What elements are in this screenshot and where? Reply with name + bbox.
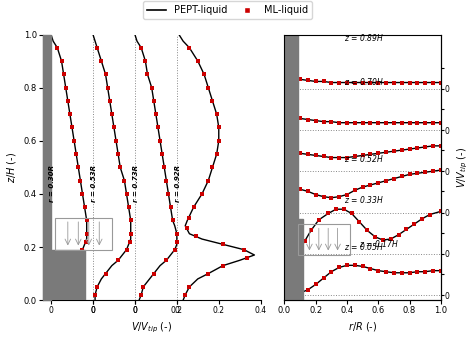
Text: z = 0.17$H$: z = 0.17$H$	[359, 238, 399, 249]
Text: r = 0.92R: r = 0.92R	[175, 165, 181, 202]
X-axis label: $r/R$ (-): $r/R$ (-)	[348, 320, 377, 333]
Text: z = 0.05$H$: z = 0.05$H$	[344, 241, 383, 252]
Text: z = 0.33$H$: z = 0.33$H$	[344, 194, 383, 205]
Text: z = 0.89$H$: z = 0.89$H$	[344, 32, 383, 43]
Bar	[284, 219, 303, 300]
Text: z = 0.52$H$: z = 0.52$H$	[344, 153, 383, 164]
Bar	[43, 34, 51, 300]
Bar	[43, 250, 84, 300]
Text: r = 0.73R: r = 0.73R	[133, 165, 139, 202]
Text: z = 0.70$H$: z = 0.70$H$	[344, 76, 383, 87]
Text: r = 0.30R: r = 0.30R	[49, 165, 55, 202]
Bar	[284, 34, 299, 300]
Text: r = 0.53R: r = 0.53R	[91, 165, 97, 202]
Y-axis label: $V/V_{tip}$ (-): $V/V_{tip}$ (-)	[456, 147, 470, 188]
X-axis label: $V/V_{tip}$ (-): $V/V_{tip}$ (-)	[131, 320, 172, 335]
Y-axis label: $z/H$ (-): $z/H$ (-)	[5, 152, 18, 183]
Legend: PEPT-liquid, ML-liquid: PEPT-liquid, ML-liquid	[143, 1, 312, 19]
